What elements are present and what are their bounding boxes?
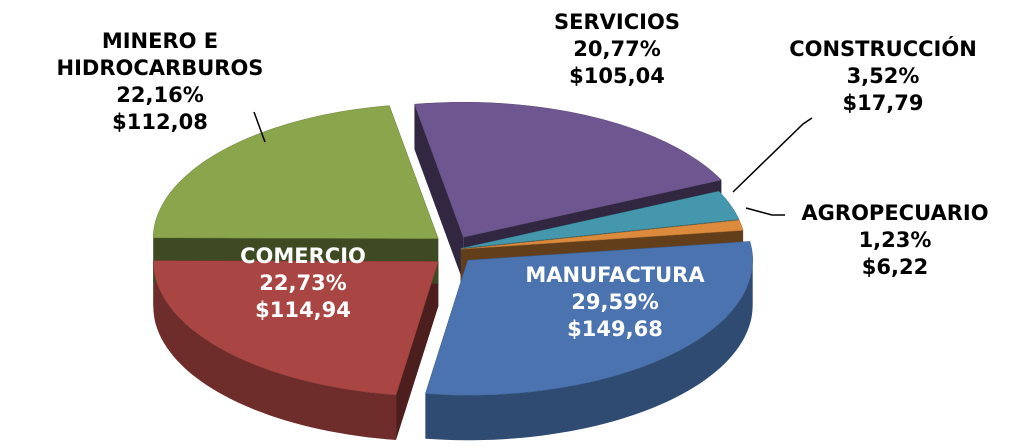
data-label: MINERO E HIDROCARBUROS 22,16% $112,08	[53, 28, 268, 136]
slice	[152, 105, 439, 239]
slice	[460, 190, 740, 249]
percent-label: 22,73%	[259, 271, 347, 295]
data-label: AGROPECUARIO 1,23% $6,22	[745, 200, 1009, 281]
percent-label: 1,23%	[858, 228, 932, 252]
leader-line	[732, 117, 813, 193]
amount-label: $112,08	[112, 110, 208, 134]
slice-wall	[425, 260, 753, 441]
slice	[425, 241, 753, 396]
leader-line	[253, 111, 266, 143]
data-label: MANUFACTURA 29,59% $149,68	[465, 262, 765, 343]
percent-label: 29,59%	[571, 290, 659, 314]
amount-label: $114,94	[255, 298, 351, 322]
category-label: SERVICIOS	[554, 10, 680, 34]
tops	[152, 101, 753, 396]
leader-line	[745, 207, 785, 216]
category-label: AGROPECUARIO	[801, 201, 989, 225]
percent-label: 20,77%	[573, 37, 661, 61]
data-label: CONSTRUCCIÓN 3,52% $17,79	[733, 36, 1009, 117]
amount-label: $6,22	[861, 255, 929, 279]
category-label: COMERCIO	[240, 244, 366, 268]
percent-label: 3,52%	[846, 64, 920, 88]
slice-side	[414, 104, 464, 283]
percent-label: 22,16%	[116, 83, 204, 107]
data-label: SERVICIOS 20,77% $105,04	[467, 9, 767, 90]
amount-label: $149,68	[567, 317, 663, 341]
slice-wall	[153, 261, 396, 440]
slice	[460, 219, 744, 250]
amount-label: $17,79	[842, 91, 924, 115]
slice	[414, 101, 722, 238]
category-label: CONSTRUCCIÓN	[789, 37, 977, 61]
slice	[153, 260, 439, 396]
category-label: MINERO E HIDROCARBUROS	[56, 29, 264, 80]
data-label: COMERCIO 22,73% $114,94	[153, 243, 453, 324]
category-label: MANUFACTURA	[525, 263, 705, 287]
amount-label: $105,04	[569, 64, 665, 88]
